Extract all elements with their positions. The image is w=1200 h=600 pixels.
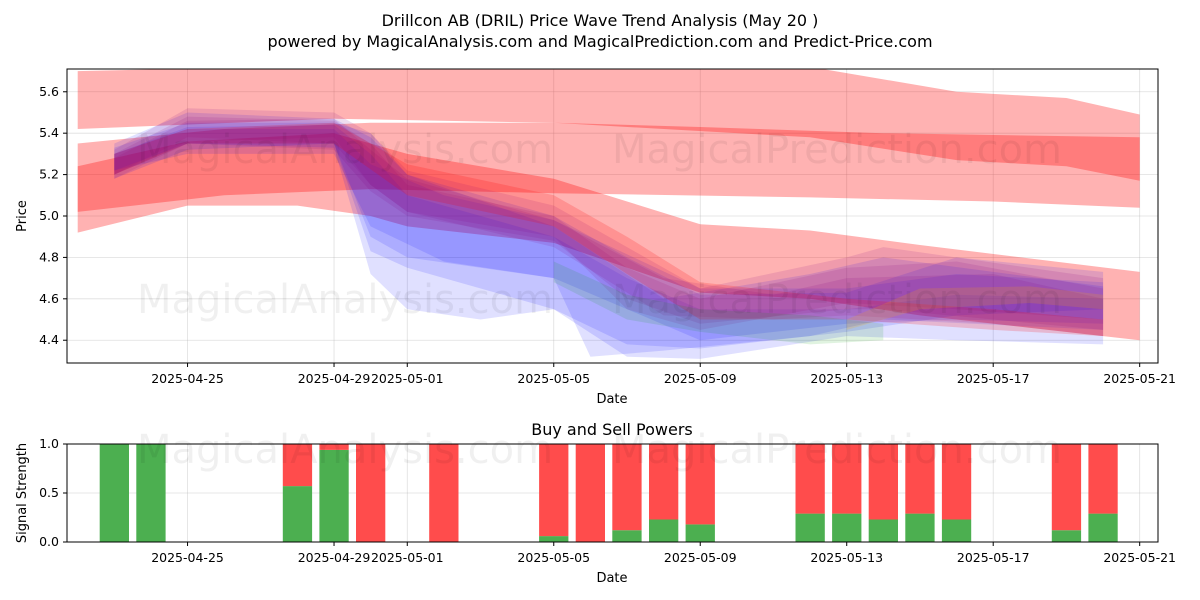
- price-y-tick-label: 5.0: [39, 208, 59, 223]
- buy-bar: [905, 513, 935, 542]
- sell-bar: [1051, 444, 1082, 531]
- price-y-axis-label: Price: [15, 200, 30, 232]
- sell-bar: [1088, 444, 1118, 514]
- price-y-tick-label: 4.6: [39, 291, 59, 306]
- chart-subtitle: powered by MagicalAnalysis.com and Magic…: [267, 32, 932, 51]
- price-x-tick-label: 2025-05-21: [1103, 371, 1176, 386]
- power-x-tick-label: 2025-04-29: [298, 550, 371, 565]
- sell-bar: [685, 444, 715, 525]
- price-y-tick-label: 5.2: [39, 167, 59, 182]
- power-plot: Buy and Sell Powers MagicalAnalysis.com …: [15, 420, 1176, 586]
- buy-bar: [136, 444, 166, 542]
- power-x-tick-label: 2025-05-17: [957, 550, 1030, 565]
- buy-bar: [319, 449, 349, 542]
- buy-bar: [941, 519, 972, 542]
- price-band-purple-7: [114, 108, 1104, 330]
- price-x-tick-label: 2025-04-29: [298, 371, 371, 386]
- price-y-tick-label: 4.4: [39, 332, 59, 347]
- buy-bar: [685, 524, 715, 542]
- price-x-tick-label: 2025-05-01: [371, 371, 444, 386]
- price-band-red-2: [77, 133, 1140, 341]
- power-x-axis-label: Date: [596, 571, 627, 586]
- power-x-tick-label: 2025-05-09: [664, 550, 737, 565]
- sell-bar: [905, 444, 935, 514]
- buy-bar: [99, 444, 129, 542]
- price-x-tick-label: 2025-05-17: [957, 371, 1030, 386]
- power-watermarks: MagicalAnalysis.com MagicalPrediction.co…: [137, 427, 1062, 473]
- power-y-tick-label: 0.0: [39, 534, 59, 549]
- sell-bar: [539, 444, 569, 537]
- buy-bar: [282, 486, 313, 542]
- power-y-tick-label: 1.0: [39, 436, 59, 451]
- sell-bar: [319, 444, 349, 450]
- price-band-blue-4: [114, 124, 1104, 359]
- watermark-analysis-middle: MagicalAnalysis.com: [137, 277, 553, 323]
- power-y-tick-label: 0.5: [39, 485, 59, 500]
- power-x-ticks: 2025-04-25 2025-04-29 2025-05-01 2025-05-05…: [151, 542, 1176, 565]
- price-plot: MagicalAnalysis.com MagicalPrediction.co…: [15, 68, 1176, 407]
- chart-title: Drillcon AB (DRIL) Price Wave Trend Anal…: [382, 11, 819, 30]
- price-x-ticks: 2025-04-25 2025-04-29 2025-05-01 2025-05-05…: [151, 363, 1176, 386]
- price-watermarks: MagicalAnalysis.com MagicalPrediction.co…: [137, 127, 1062, 323]
- sell-bar: [356, 444, 386, 542]
- price-band-blue-3: [114, 122, 1104, 349]
- price-y-tick-label: 5.4: [39, 125, 59, 140]
- price-y-tick-label: 5.6: [39, 84, 59, 99]
- price-band-orange-12: [846, 286, 1104, 330]
- watermark-analysis-bottom: MagicalAnalysis.com: [137, 427, 553, 473]
- buy-bar: [1088, 513, 1118, 542]
- buy-bar: [868, 519, 898, 542]
- power-bars: [99, 444, 1118, 542]
- power-y-ticks: 0.0 0.5 1.0: [39, 436, 67, 549]
- price-band-red-0: [77, 69, 1140, 181]
- power-x-tick-label: 2025-04-25: [151, 550, 224, 565]
- watermark-prediction-middle: MagicalPrediction.com: [612, 277, 1062, 323]
- price-band-red-1: [77, 122, 1140, 212]
- price-band-blue-5: [114, 112, 1104, 357]
- price-band-red-10: [114, 122, 1104, 337]
- power-x-tick-label: 2025-05-13: [810, 550, 883, 565]
- price-grid: [67, 69, 1158, 363]
- buy-bar: [832, 513, 862, 542]
- watermark-prediction-top: MagicalPrediction.com: [612, 127, 1062, 173]
- price-y-ticks: 4.4 4.6 4.8 5.0 5.2 5.4 5.6: [39, 84, 67, 347]
- watermark-prediction-bottom: MagicalPrediction.com: [612, 427, 1062, 473]
- sell-bar: [868, 444, 898, 520]
- power-x-tick-label: 2025-05-05: [517, 550, 590, 565]
- buy-bar: [612, 530, 642, 542]
- price-x-tick-label: 2025-05-13: [810, 371, 883, 386]
- power-x-tick-label: 2025-05-21: [1103, 550, 1176, 565]
- buy-bar: [649, 519, 679, 542]
- price-band-purple-9: [114, 118, 1104, 337]
- price-bands: [77, 69, 1140, 359]
- price-x-tick-label: 2025-05-05: [517, 371, 590, 386]
- power-x-tick-label: 2025-05-01: [371, 550, 444, 565]
- sell-bar: [429, 444, 459, 542]
- power-chart-title: Buy and Sell Powers: [531, 420, 693, 439]
- power-y-axis-label: Signal Strength: [15, 443, 30, 543]
- sell-bar: [795, 444, 825, 514]
- sell-bar: [282, 444, 313, 487]
- watermark-analysis-top: MagicalAnalysis.com: [137, 127, 553, 173]
- sell-bar: [649, 444, 679, 520]
- buy-bar: [1051, 530, 1082, 542]
- price-band-green-11: [553, 261, 884, 345]
- sell-bar: [832, 444, 862, 514]
- sell-bar: [941, 444, 972, 520]
- buy-bar: [795, 513, 825, 542]
- price-y-tick-label: 4.8: [39, 249, 59, 264]
- price-band-blue-6: [114, 129, 1104, 341]
- price-band-purple-8: [114, 116, 1104, 330]
- sell-bar: [612, 444, 642, 531]
- price-x-tick-label: 2025-05-09: [664, 371, 737, 386]
- price-x-axis-label: Date: [596, 392, 627, 407]
- buy-bar: [539, 536, 569, 542]
- sell-bar: [575, 444, 605, 542]
- price-x-tick-label: 2025-04-25: [151, 371, 224, 386]
